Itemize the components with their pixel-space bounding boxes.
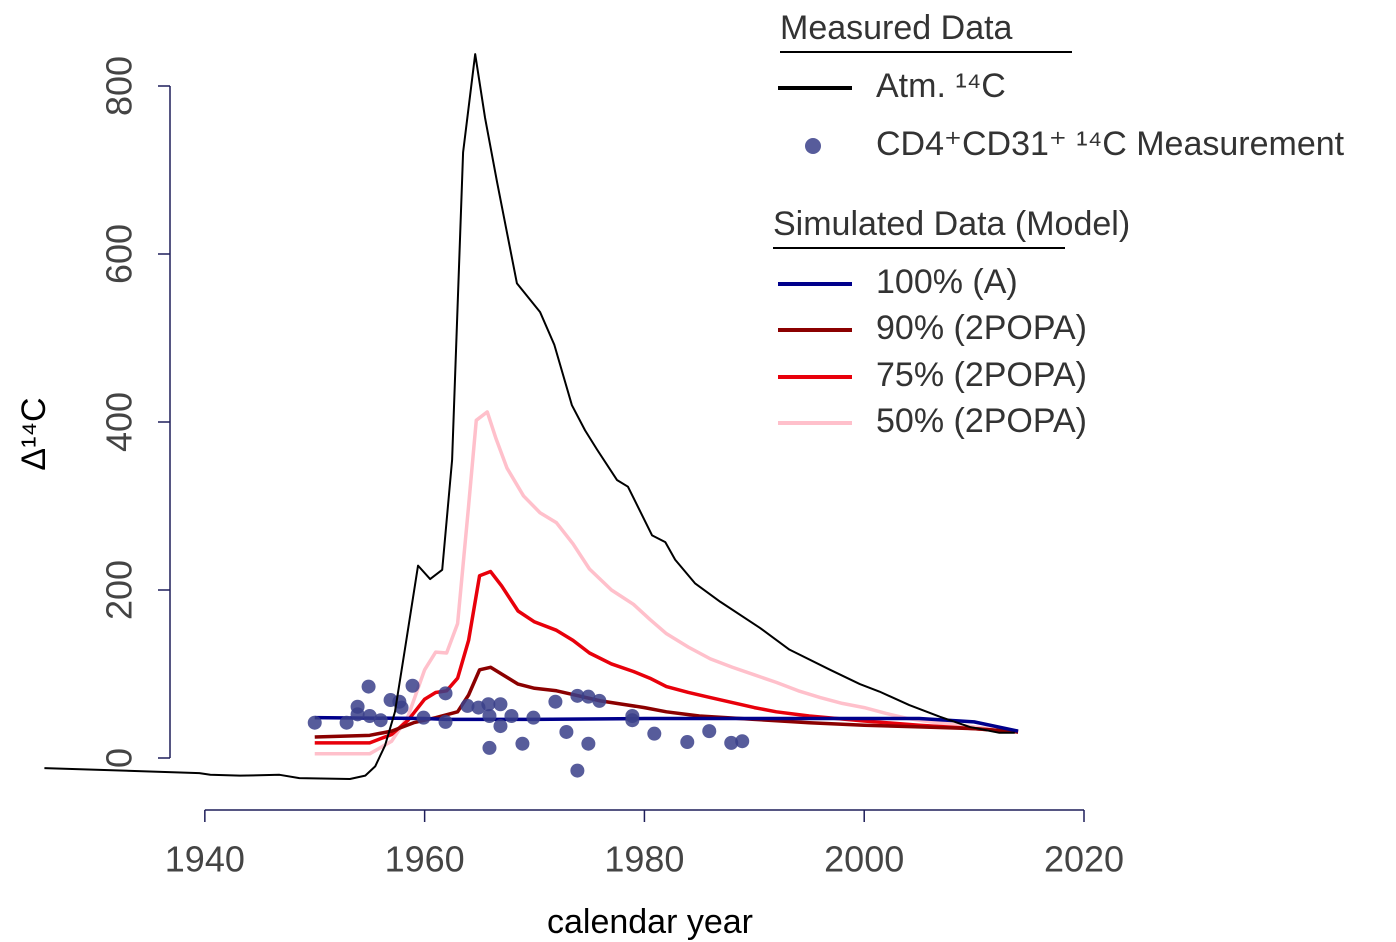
data-point bbox=[526, 710, 541, 725]
data-point bbox=[416, 710, 431, 725]
y-tick-label: 0 bbox=[99, 748, 140, 768]
y-tick-label: 400 bbox=[99, 392, 140, 452]
data-point bbox=[362, 709, 377, 723]
x-tick-label: 1940 bbox=[165, 839, 245, 880]
data-point bbox=[548, 694, 563, 709]
data-line bbox=[314, 715, 1019, 733]
data-line bbox=[44, 53, 1015, 780]
data-point bbox=[405, 678, 420, 693]
x-tick-label: 1980 bbox=[604, 839, 684, 880]
data-point bbox=[373, 713, 388, 728]
y-tick-label: 600 bbox=[99, 224, 140, 284]
data-point bbox=[625, 713, 640, 728]
y-tick-label: 800 bbox=[99, 56, 140, 116]
data-line bbox=[314, 410, 1019, 756]
legend-title: Simulated Data (Model) bbox=[773, 205, 1130, 243]
data-point bbox=[581, 736, 596, 751]
data-point bbox=[438, 686, 453, 701]
data-point bbox=[394, 700, 409, 715]
data-point bbox=[339, 715, 354, 730]
data-point bbox=[680, 735, 695, 750]
data-point bbox=[482, 740, 497, 755]
x-tick-label: 1960 bbox=[385, 839, 465, 880]
legend-label: 50% (2POPA) bbox=[876, 402, 1087, 440]
y-axis-label: Δ¹⁴C bbox=[15, 397, 53, 470]
data-point bbox=[647, 726, 662, 741]
data-point bbox=[702, 724, 717, 739]
data-point bbox=[350, 707, 365, 722]
x-tick-label: 2000 bbox=[824, 839, 904, 880]
data-point bbox=[493, 697, 508, 712]
data-point bbox=[735, 734, 750, 749]
data-point bbox=[570, 763, 585, 778]
data-point bbox=[361, 679, 376, 694]
data-point bbox=[438, 714, 453, 729]
legend-label: Atm. ¹⁴C bbox=[876, 67, 1006, 105]
y-tick-label: 200 bbox=[99, 560, 140, 620]
data-point bbox=[515, 736, 530, 751]
data-point bbox=[581, 689, 596, 704]
data-point bbox=[724, 735, 739, 750]
legend-marker bbox=[805, 138, 821, 154]
data-point bbox=[481, 697, 496, 712]
data-line bbox=[314, 569, 1019, 745]
data-point bbox=[570, 688, 585, 703]
x-tick-label: 2020 bbox=[1044, 839, 1124, 880]
data-point bbox=[482, 709, 497, 723]
data-point bbox=[559, 724, 574, 739]
data-point bbox=[493, 719, 508, 734]
legend-label: 100% (A) bbox=[876, 263, 1018, 301]
legend-label: 90% (2POPA) bbox=[876, 309, 1087, 347]
legend-label: 75% (2POPA) bbox=[876, 356, 1087, 394]
x-axis-label: calendar year bbox=[547, 903, 753, 941]
data-point bbox=[504, 709, 519, 723]
data-point bbox=[307, 715, 322, 730]
data-point bbox=[592, 693, 607, 708]
legend-label: CD4⁺CD31⁺ ¹⁴C Measurement bbox=[876, 125, 1345, 163]
legend-title: Measured Data bbox=[780, 9, 1013, 47]
data-point bbox=[460, 698, 475, 713]
